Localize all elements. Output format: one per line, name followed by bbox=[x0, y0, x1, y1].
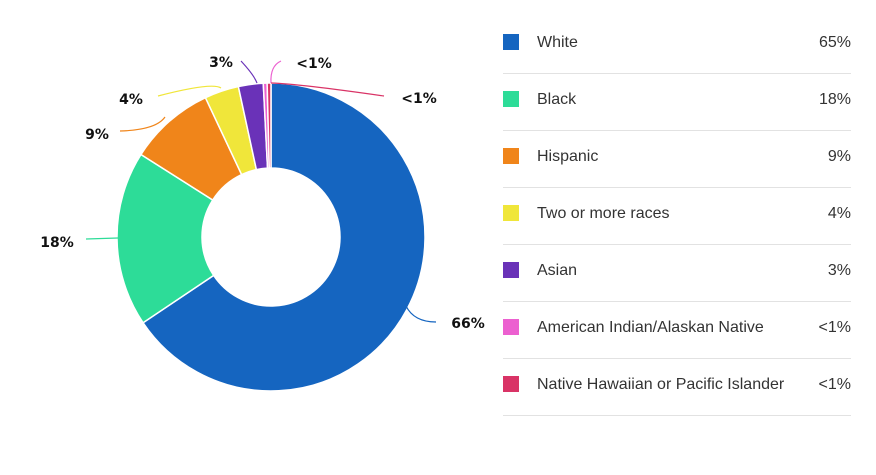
legend-label: Black bbox=[537, 91, 577, 108]
legend-item[interactable]: Two or more races 4% bbox=[503, 188, 851, 245]
legend-item[interactable]: American Indian/Alaskan Native <1% bbox=[503, 302, 851, 359]
leader-line-asian bbox=[240, 60, 258, 84]
legend-value: <1% bbox=[818, 376, 851, 393]
slice-label-native-hawaiian: <1% bbox=[401, 91, 437, 107]
legend-swatch bbox=[503, 205, 519, 221]
legend-value: 4% bbox=[827, 205, 851, 222]
legend-swatch bbox=[503, 262, 519, 278]
legend-swatch bbox=[503, 376, 519, 392]
leader-line-black bbox=[85, 237, 119, 240]
chart-legend: White 65% Black 18% Hispanic 9% Two or m… bbox=[503, 17, 851, 416]
legend-item[interactable]: Black 18% bbox=[503, 74, 851, 131]
slice-label-asian: 3% bbox=[209, 55, 233, 71]
legend-swatch bbox=[503, 148, 519, 164]
leader-line-white bbox=[405, 305, 437, 323]
legend-value: 18% bbox=[818, 91, 851, 108]
leader-line-native-hawaiian bbox=[270, 82, 385, 97]
legend-value: 65% bbox=[818, 34, 851, 51]
slice-label-white: 66% bbox=[451, 316, 485, 332]
slice-native-hawaiian[interactable] bbox=[266, 82, 272, 169]
slice-label-hispanic: 9% bbox=[85, 127, 109, 143]
leader-line-american-indian bbox=[270, 60, 282, 84]
legend-item[interactable]: Native Hawaiian or Pacific Islander <1% bbox=[503, 359, 851, 416]
legend-label: Two or more races bbox=[537, 205, 670, 222]
legend-label: Hispanic bbox=[537, 148, 599, 165]
leader-line-hispanic bbox=[119, 116, 166, 132]
slice-white[interactable] bbox=[142, 82, 426, 392]
legend-label: American Indian/Alaskan Native bbox=[537, 319, 764, 336]
legend-swatch bbox=[503, 319, 519, 335]
legend-label: Asian bbox=[537, 262, 578, 279]
slice-black[interactable] bbox=[116, 153, 215, 324]
legend-item[interactable]: Hispanic 9% bbox=[503, 131, 851, 188]
legend-value: 9% bbox=[827, 148, 851, 165]
legend-item[interactable]: White 65% bbox=[503, 17, 851, 74]
donut-chart: 66% 18% 9% 4% 3% <1% <1% bbox=[40, 55, 485, 392]
legend-item[interactable]: Asian 3% bbox=[503, 245, 851, 302]
legend-value: <1% bbox=[818, 319, 851, 336]
slice-label-two-or-more-races: 4% bbox=[119, 92, 143, 108]
legend-label: White bbox=[537, 34, 578, 51]
slice-label-american-indian: <1% bbox=[296, 56, 332, 72]
legend-label: Native Hawaiian or Pacific Islander bbox=[537, 376, 785, 393]
legend-value: 3% bbox=[827, 262, 851, 279]
slice-label-black: 18% bbox=[40, 235, 74, 251]
legend-swatch bbox=[503, 91, 519, 107]
legend-swatch bbox=[503, 34, 519, 50]
leader-line-two-or-more-races bbox=[157, 85, 222, 97]
